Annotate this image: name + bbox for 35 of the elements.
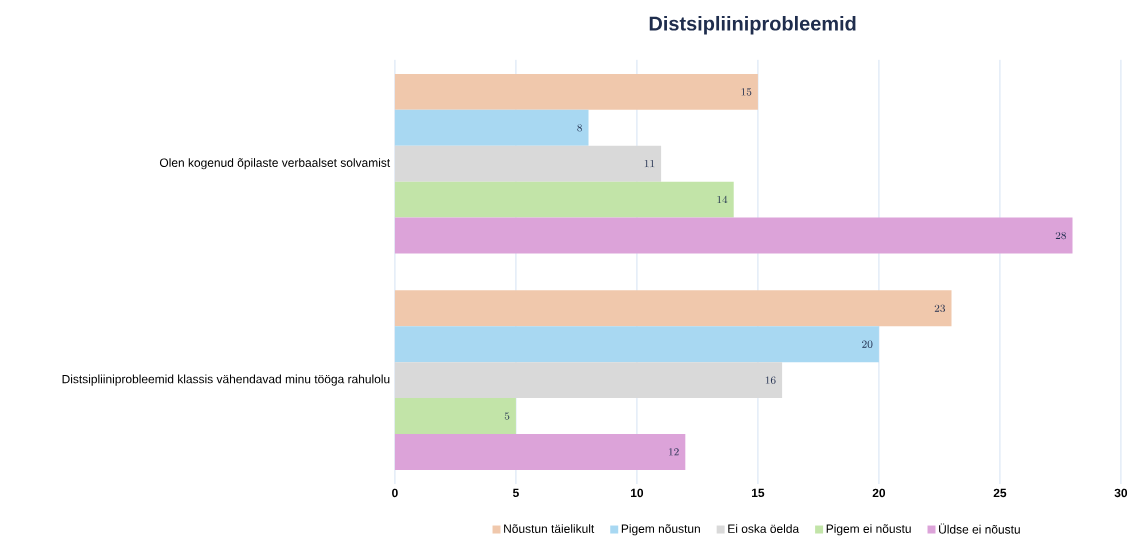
bar bbox=[394, 181, 734, 218]
data-label: 5 bbox=[504, 412, 510, 420]
legend-label: Nõustun täielikult bbox=[504, 524, 595, 534]
data-label: 20 bbox=[862, 340, 873, 348]
x-tick-label: 30 bbox=[1114, 488, 1128, 498]
y-tick-label: Distsipliiniprobleemid klassis vähendavad minu tööga rahulolu bbox=[62, 374, 390, 386]
x-tick-label: 15 bbox=[752, 488, 765, 498]
chart-title: Distsipliiniprobleemid bbox=[649, 16, 856, 35]
bar bbox=[394, 217, 1073, 254]
data-label: 23 bbox=[934, 304, 945, 313]
x-tick-label: 25 bbox=[993, 488, 1007, 498]
x-tick-label: 10 bbox=[631, 488, 644, 498]
bar bbox=[394, 290, 952, 327]
data-label: 11 bbox=[644, 160, 655, 168]
bar bbox=[394, 398, 516, 435]
legend-label: Ei oska öelda bbox=[728, 524, 800, 534]
legend-label: Pigem ei nõustu bbox=[826, 524, 911, 536]
bar bbox=[394, 326, 879, 363]
legend-label: Pigem nõustun bbox=[621, 524, 700, 536]
legend-label: Üldse ei nõustu bbox=[939, 523, 1020, 534]
data-label: 16 bbox=[765, 376, 776, 384]
bar bbox=[394, 434, 686, 470]
bar bbox=[394, 362, 783, 399]
data-label: 28 bbox=[1055, 231, 1066, 240]
y-tick-label: Olen kogenud õpilaste verbaalset solvamist bbox=[159, 158, 391, 170]
data-label: 14 bbox=[717, 195, 728, 204]
x-tick-label: 0 bbox=[392, 488, 398, 498]
bar bbox=[394, 145, 662, 182]
x-tick-label: 5 bbox=[512, 488, 519, 498]
x-tick-label: 20 bbox=[872, 488, 886, 498]
bar bbox=[394, 74, 758, 110]
data-label: 15 bbox=[741, 88, 752, 96]
bar bbox=[394, 109, 589, 146]
data-label: 8 bbox=[577, 124, 583, 132]
data-label: 12 bbox=[669, 448, 679, 456]
